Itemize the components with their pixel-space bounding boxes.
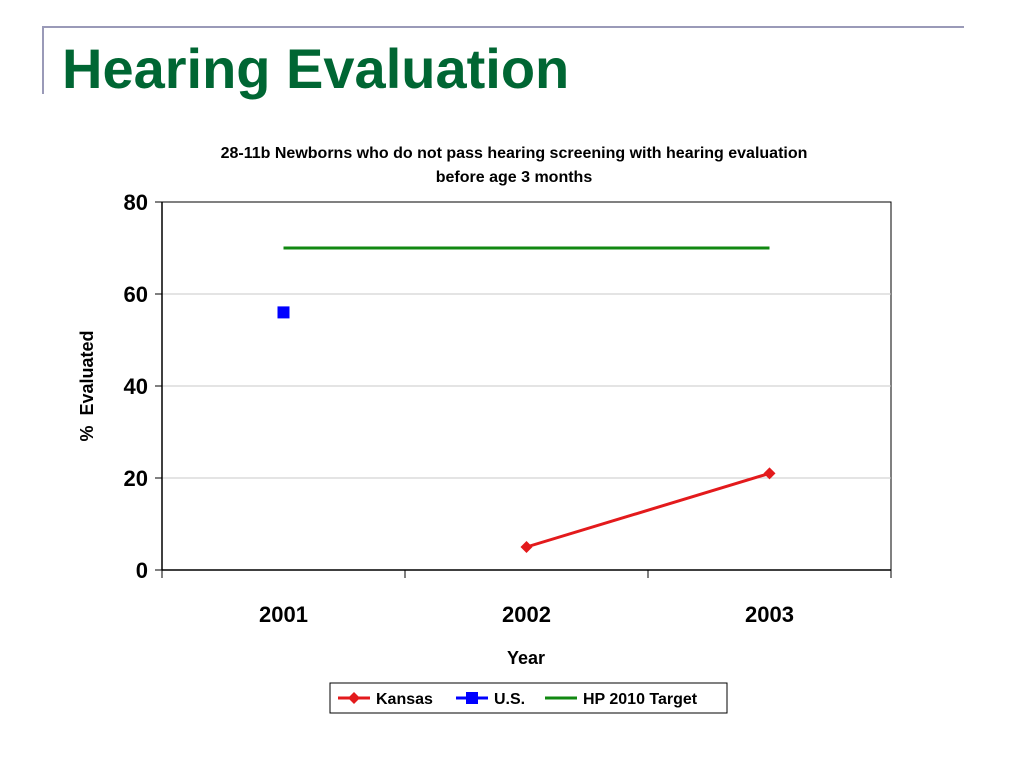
series-line-kansas [526,471,770,549]
chart-title-line: before age 3 months [436,169,593,186]
legend-label-hp-2010-target: HP 2010 Target [583,691,698,708]
legend-label-u-s: U.S. [494,691,525,708]
y-tick-label: 80 [124,190,148,215]
data-point-kansas [520,541,533,553]
y-tick-label: 0 [136,558,148,583]
legend-marker-u-s [466,692,478,704]
y-tick-label: 20 [124,466,148,491]
data-point-kansas [763,467,776,480]
legend-marker-kansas [348,692,360,704]
y-tick-label: 40 [124,374,148,399]
decorative-horizontal-rule [42,26,964,28]
x-tick-label: 2003 [745,602,794,627]
legend-box [329,682,728,714]
y-tick-label: 60 [124,282,148,307]
x-tick-label: 2002 [502,602,551,627]
y-axis-label: % Evaluated [77,330,97,441]
page-title: Hearing Evaluation [62,37,570,100]
decorative-vertical-rule [42,26,44,94]
x-tick-label: 2001 [259,602,308,627]
data-point-u-s [277,306,290,319]
legend-label-kansas: Kansas [376,691,433,708]
x-axis-label: Year [507,648,545,668]
chart-title-line: 28-11b Newborns who do not pass hearing … [221,145,808,162]
